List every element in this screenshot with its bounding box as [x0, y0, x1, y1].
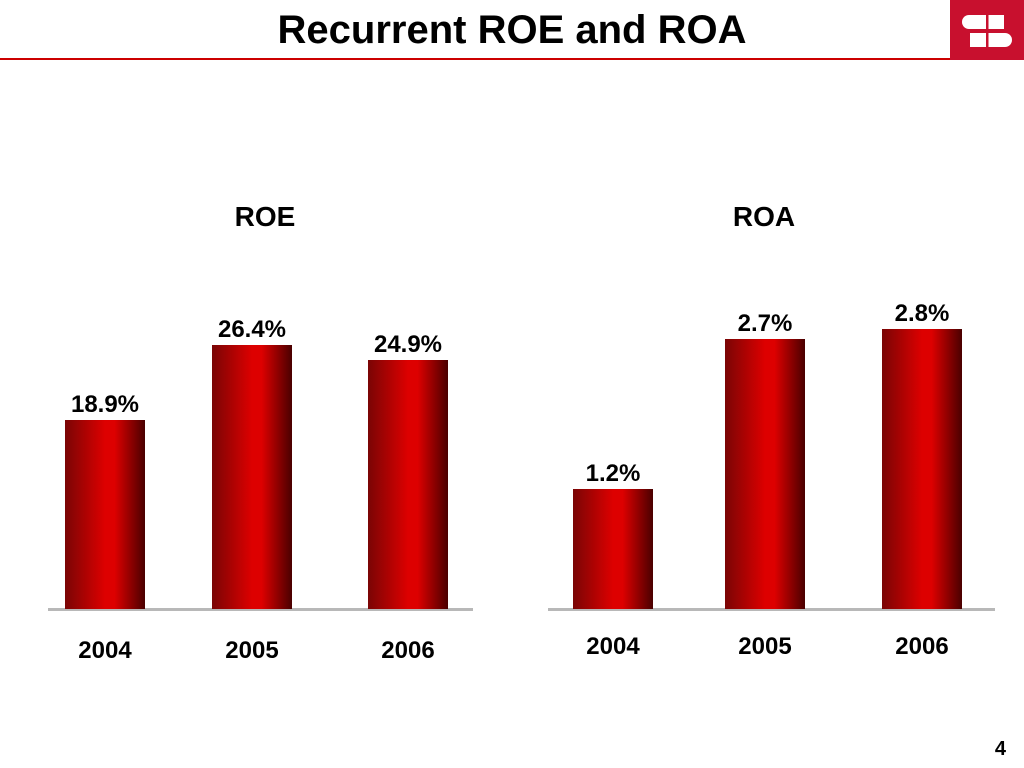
x-tick-label-2006: 2006 — [381, 637, 434, 664]
x-tick-label-2005: 2005 — [225, 637, 278, 664]
x-tick-label-2006: 2006 — [895, 633, 948, 660]
data-label-2005: 26.4% — [218, 316, 286, 343]
x-axis-line — [548, 608, 995, 611]
logo-lower-bar — [970, 33, 1012, 47]
data-label-2005: 2.7% — [738, 310, 793, 337]
data-label-2006: 2.8% — [895, 300, 950, 327]
x-tick-label-2004: 2004 — [78, 637, 132, 664]
roa-chart: ROA 1.2% 2004 2.7% 2005 2.8% 2006 — [548, 201, 995, 660]
data-label-2004: 18.9% — [71, 391, 139, 418]
chart-title: ROA — [733, 201, 795, 232]
bar-2005 — [212, 345, 292, 609]
bar-2004 — [65, 420, 145, 609]
data-label-2006: 24.9% — [374, 331, 442, 358]
slide-title: Recurrent ROE and ROA — [277, 8, 747, 52]
bar-2004 — [573, 489, 653, 609]
page-number: 4 — [994, 738, 1006, 760]
logo-upper-bar — [962, 15, 1004, 29]
bar-2006 — [882, 329, 962, 609]
x-axis-line — [48, 608, 473, 611]
logo-mark — [962, 12, 1012, 50]
logo-gap — [986, 12, 989, 50]
logo-icon — [950, 0, 1024, 60]
bar-2006 — [368, 360, 448, 609]
charts-canvas: ROE 18.9% 2004 26.4% 2005 24.9% 2006 ROA 1.2% 200… — [48, 201, 995, 664]
x-tick-label-2004: 2004 — [586, 633, 640, 660]
title-underline — [0, 58, 950, 60]
chart-title: ROE — [235, 201, 296, 232]
x-tick-label-2005: 2005 — [738, 633, 791, 660]
roe-chart: ROE 18.9% 2004 26.4% 2005 24.9% 2006 — [48, 201, 473, 664]
bar-2005 — [725, 339, 805, 609]
data-label-2004: 1.2% — [586, 460, 641, 487]
